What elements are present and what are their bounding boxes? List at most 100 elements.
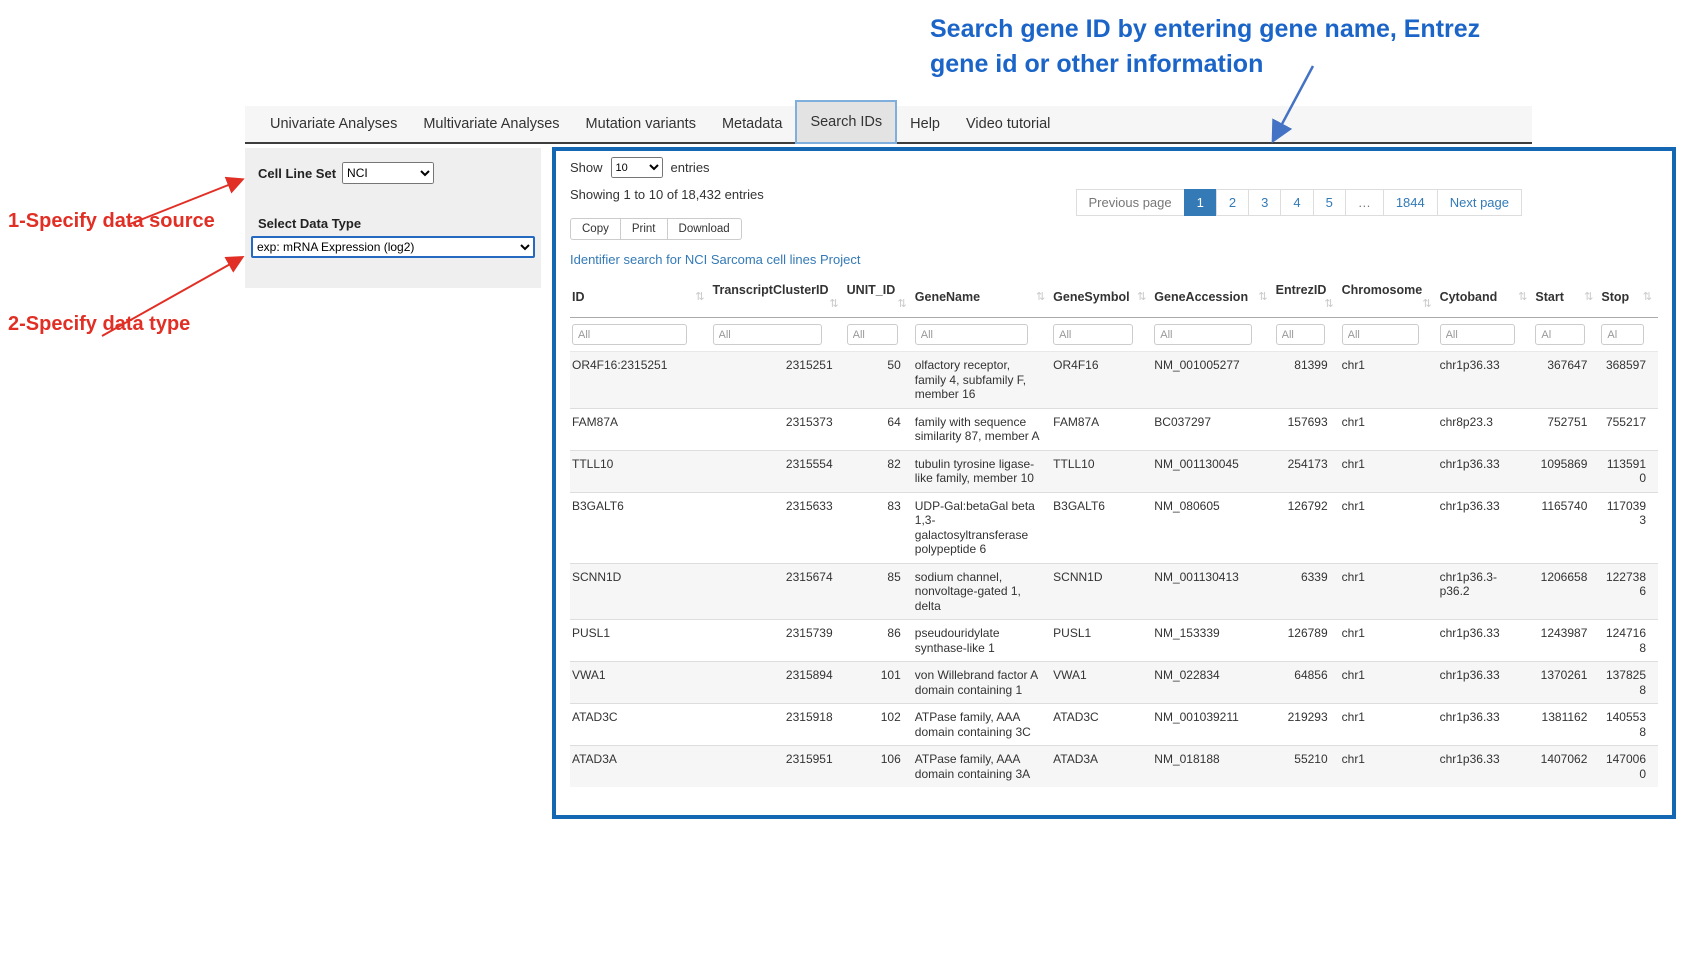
filter-cell-id xyxy=(570,317,711,352)
cell-unit-id: 82 xyxy=(844,449,913,492)
column-header-label: GeneName xyxy=(914,289,981,304)
column-header-unit-id[interactable]: UNIT_ID ⇅ xyxy=(844,276,913,318)
cell-stop: 1470060 xyxy=(1599,745,1658,787)
cell-geneaccession: NM_022834 xyxy=(1152,661,1274,704)
tab-help[interactable]: Help xyxy=(910,116,940,132)
table-row: ATAD3C 2315918 102 ATPase family, AAA domai… xyxy=(570,703,1658,746)
column-header-start[interactable]: Start ⇅ xyxy=(1533,276,1600,318)
column-header-label: Stop xyxy=(1601,289,1630,304)
column-header-genename[interactable]: GeneName ⇅ xyxy=(912,276,1052,318)
filter-input-id[interactable] xyxy=(572,324,687,345)
column-header-genesymbol[interactable]: GeneSymbol ⇅ xyxy=(1051,276,1153,318)
table-row: VWA1 2315894 101 von Willebrand factor A do… xyxy=(570,661,1658,704)
column-header-id[interactable]: ID ⇅ xyxy=(570,276,711,318)
cell-genename: sodium channel, nonvoltage-gated 1, delt… xyxy=(912,562,1052,620)
filter-input-genename[interactable] xyxy=(914,324,1028,345)
cell-id: SCNN1D xyxy=(570,562,711,620)
column-header-label: TranscriptClusterID xyxy=(712,283,829,297)
cell-geneaccession: NM_153339 xyxy=(1152,619,1274,662)
cell-geneaccession: NM_018188 xyxy=(1152,745,1274,787)
blue-annotation-line2: gene id or other information xyxy=(930,50,1264,78)
page-button-4[interactable]: 4 xyxy=(1280,189,1314,216)
cell-genename: ATPase family, AAA domain containing 3C xyxy=(912,703,1052,746)
column-header-entrezid[interactable]: EntrezID ⇅ xyxy=(1273,276,1340,318)
tab-univariate-analyses[interactable]: Univariate Analyses xyxy=(270,116,398,132)
data-type-label: Select Data Type xyxy=(258,216,362,231)
page-button-1[interactable]: 1 xyxy=(1183,189,1217,216)
column-header-transcriptclusterid[interactable]: TranscriptClusterID ⇅ xyxy=(710,276,845,318)
filter-input-chromosome[interactable] xyxy=(1341,324,1420,345)
filter-input-entrezid[interactable] xyxy=(1275,324,1325,345)
cell-transcriptclusterid: 2315373 xyxy=(710,407,845,450)
filter-input-unit-id[interactable] xyxy=(846,324,898,345)
print-button[interactable]: Print xyxy=(619,218,668,240)
filter-input-start[interactable] xyxy=(1535,324,1585,345)
cell-line-set-label: Cell Line Set xyxy=(258,165,337,181)
identifier-search-link[interactable]: Identifier search for NCI Sarcoma cell l… xyxy=(570,252,861,267)
filter-cell-genename xyxy=(912,317,1052,352)
cell-start: 1165740 xyxy=(1533,491,1600,563)
cell-line-set-select[interactable]: NCI xyxy=(342,162,435,184)
cell-geneaccession: BC037297 xyxy=(1152,407,1274,450)
cell-id: OR4F16:2315251 xyxy=(570,351,711,408)
page-button-2[interactable]: 2 xyxy=(1215,189,1250,216)
filter-input-stop[interactable] xyxy=(1601,324,1645,345)
filter-cell-cytoband xyxy=(1437,317,1534,352)
cell-start: 1206658 xyxy=(1533,562,1600,620)
cell-chromosome: chr1 xyxy=(1339,703,1438,746)
filter-input-geneaccession[interactable] xyxy=(1154,324,1253,345)
cell-genename: von Willebrand factor A domain containin… xyxy=(912,661,1052,704)
cell-cytoband: chr1p36.33 xyxy=(1437,491,1534,563)
page-button-1844[interactable]: 1844 xyxy=(1382,189,1438,216)
next-page-button[interactable]: Next page xyxy=(1436,189,1522,216)
table-row: PUSL1 2315739 86 pseudouridylate synthase-l… xyxy=(570,619,1658,662)
cell-id: PUSL1 xyxy=(570,619,711,662)
copy-button[interactable]: Copy xyxy=(570,218,621,240)
cell-start: 1095869 xyxy=(1533,449,1600,492)
cell-unit-id: 101 xyxy=(844,661,913,704)
cell-entrezid: 219293 xyxy=(1273,703,1340,746)
tab-video-tutorial[interactable]: Video tutorial xyxy=(966,116,1051,132)
filter-input-transcriptclusterid[interactable] xyxy=(712,324,822,345)
column-header-stop[interactable]: Stop ⇅ xyxy=(1599,276,1658,318)
data-type-select[interactable]: exp: mRNA Expression (log2) xyxy=(251,236,535,258)
cell-chromosome: chr1 xyxy=(1339,562,1438,620)
cell-entrezid: 64856 xyxy=(1273,661,1340,704)
cell-geneaccession: NM_001005277 xyxy=(1152,351,1274,408)
cell-genesymbol: VWA1 xyxy=(1051,661,1153,704)
filter-input-cytoband[interactable] xyxy=(1439,324,1516,345)
column-header-cytoband[interactable]: Cytoband ⇅ xyxy=(1437,276,1534,318)
sort-icon: ⇅ xyxy=(1137,290,1147,303)
download-button[interactable]: Download xyxy=(666,218,742,240)
gene-id-table: ID ⇅ TranscriptClusterID ⇅ UNIT_ID ⇅ GeneName ⇅… xyxy=(570,276,1658,787)
cell-start: 1243987 xyxy=(1533,619,1600,662)
blue-annotation-note: Search gene ID by entering gene name, En… xyxy=(930,12,1530,82)
tab-multivariate-analyses[interactable]: Multivariate Analyses xyxy=(423,116,560,132)
table-row: OR4F16:2315251 2315251 50 olfactory recepto… xyxy=(570,351,1658,408)
cell-genesymbol: SCNN1D xyxy=(1051,562,1153,620)
search-ids-panel-inner: Show 10 entries Showing 1 to 10 of 18,43… xyxy=(556,151,1672,815)
cell-cytoband: chr1p36.33 xyxy=(1437,449,1534,492)
table-body: OR4F16:2315251 2315251 50 olfactory recepto… xyxy=(570,351,1658,787)
page-button-5[interactable]: 5 xyxy=(1312,189,1346,216)
filter-input-genesymbol[interactable] xyxy=(1053,324,1134,345)
cell-entrezid: 126792 xyxy=(1273,491,1340,563)
navbar-tabs: Univariate Analyses Multivariate Analyses… xyxy=(245,100,1532,144)
export-toolbar: Copy Print Download xyxy=(570,218,1658,240)
cell-genesymbol: PUSL1 xyxy=(1051,619,1153,662)
column-header-label: ID xyxy=(572,289,585,304)
tab-search-ids[interactable]: Search IDs xyxy=(795,100,898,144)
cell-genesymbol: FAM87A xyxy=(1051,407,1153,450)
column-header-chromosome[interactable]: Chromosome ⇅ xyxy=(1339,276,1438,318)
page-size-select[interactable]: 10 xyxy=(610,157,663,178)
sort-icon: ⇅ xyxy=(1324,298,1334,310)
cell-unit-id: 86 xyxy=(844,619,913,662)
previous-page-button[interactable]: Previous page xyxy=(1075,189,1185,216)
cell-genename: tubulin tyrosine ligase-like family, mem… xyxy=(912,449,1052,492)
column-header-geneaccession[interactable]: GeneAccession ⇅ xyxy=(1152,276,1274,318)
tab-mutation-variants[interactable]: Mutation variants xyxy=(585,116,696,132)
cell-stop: 1227386 xyxy=(1599,562,1658,620)
cell-id: ATAD3C xyxy=(570,703,711,746)
page-button-3[interactable]: 3 xyxy=(1248,189,1282,216)
tab-metadata[interactable]: Metadata xyxy=(721,116,783,132)
